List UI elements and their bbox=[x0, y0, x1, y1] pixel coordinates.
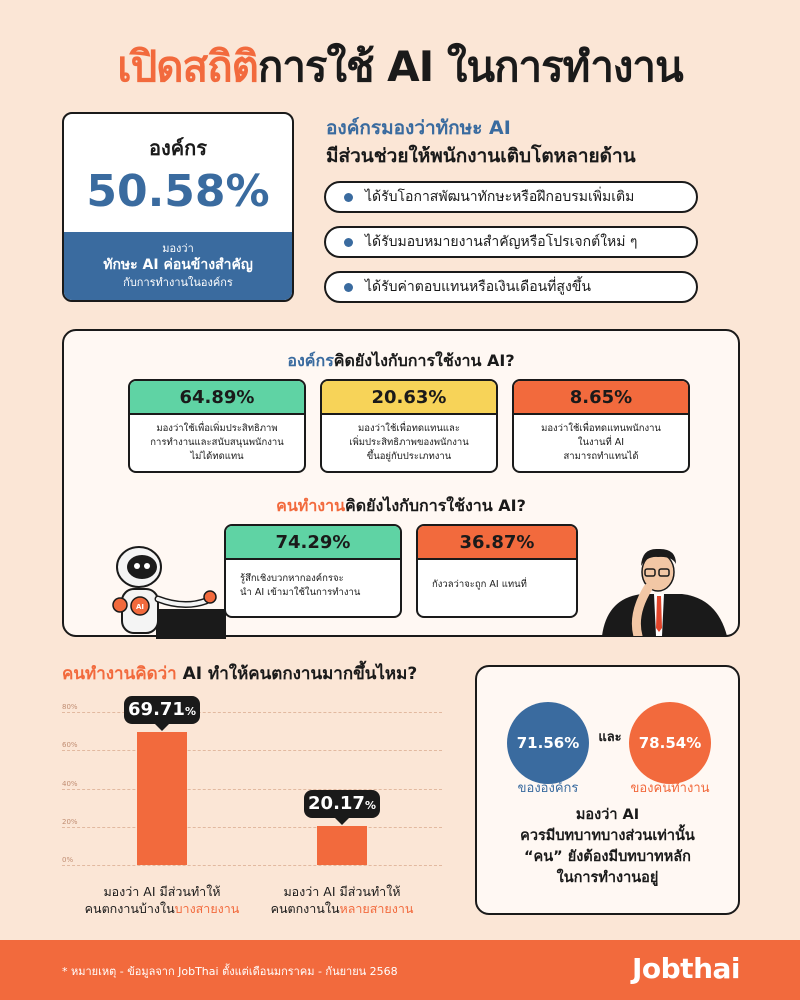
growth-item: ได้รับโอกาสพัฒนาทักษะหรือฝึกอบรมเพิ่มเติ… bbox=[324, 181, 698, 213]
org-stat-text: การทำงานและสนับสนุนพนักงาน bbox=[150, 437, 284, 448]
org-stat-text: มองว่าใช้เพื่อเพิ่มประสิทธิภาพ bbox=[156, 423, 278, 434]
bar-value-number: 20.17 bbox=[308, 793, 365, 815]
org-card-label: องค์กร bbox=[148, 136, 207, 160]
emp-stat-value: 74.29% bbox=[226, 526, 400, 560]
x-category-line: มองว่า AI มีส่วนทำให้ bbox=[103, 884, 221, 899]
role-compare-line: ในการทำงานอยู่ bbox=[556, 870, 659, 886]
emp-stat-card: 74.29% รู้สึกเชิงบวกหากองค์กรจะ นำ AI เข… bbox=[224, 524, 402, 618]
jobthai-logo: Jobthai bbox=[631, 952, 741, 985]
bar-value-unit: % bbox=[364, 799, 376, 813]
grid-line bbox=[62, 712, 442, 713]
org-stat-text: ไม่ได้ทดแทน bbox=[190, 451, 244, 462]
growth-heading: องค์กรมองว่าทักษะ AI มีส่วนช่วยให้พนักงา… bbox=[326, 114, 636, 170]
org-percent-circle: 71.56% bbox=[507, 702, 589, 784]
x-category-text: คนตกงานบ้างใน bbox=[84, 901, 175, 916]
emp-stat-text: นำ AI เข้ามาใช้ในการทำงาน bbox=[240, 587, 361, 598]
org-think-title: องค์กรคิดยังไงกับการใช้งาน AI? bbox=[64, 349, 738, 374]
org-stat-text: มองว่าใช้เพื่อทดแทนและ bbox=[358, 423, 460, 434]
y-tick-label: 60% bbox=[62, 741, 78, 750]
x-category-line: มองว่า AI มีส่วนทำให้ bbox=[283, 884, 401, 899]
footer-note: * หมายเหตุ - ข้อมูลจาก JobThai ตั้งแต่เด… bbox=[62, 965, 398, 978]
y-tick-label: 80% bbox=[62, 703, 78, 711]
bar-value-label: 69.71% bbox=[124, 695, 200, 731]
growth-heading-line2: มีส่วนช่วยให้พนักงานเติบโตหลายด้าน bbox=[326, 145, 636, 167]
x-category-label: มองว่า AI มีส่วนทำให้ คนตกงานบ้างในบางสาย… bbox=[72, 883, 252, 917]
bar-value-unit: % bbox=[184, 704, 196, 718]
y-tick-label: 0% bbox=[62, 856, 74, 864]
role-compare-line: มองว่า AI bbox=[575, 807, 640, 823]
emp-think-title: คนทำงานคิดยังไงกับการใช้งาน AI? bbox=[64, 494, 738, 519]
org-stat-text: มองว่าใช้เพื่อทดแทนพนักงาน bbox=[541, 423, 661, 434]
x-category-highlight: บางสายงาน bbox=[174, 901, 240, 916]
unemployment-question-accent: คนทำงานคิดว่า bbox=[62, 664, 177, 684]
org-card-line2: ทักษะ AI ค่อนข้างสำคัญ bbox=[103, 257, 253, 273]
x-category-line: คนตกงานในหลายสายงาน bbox=[252, 900, 432, 917]
org-stat-text: สามารถทำแทนได้ bbox=[563, 451, 639, 462]
bar bbox=[317, 826, 367, 865]
ai-opinion-panel: องค์กรคิดยังไงกับการใช้งาน AI? 64.89% มอ… bbox=[62, 329, 740, 639]
org-think-title-rest: คิดยังไงกับการใช้งาน AI? bbox=[333, 351, 515, 370]
unemployment-question-rest: AI ทำให้คนตกงานมากขึ้นไหม? bbox=[176, 664, 418, 684]
role-compare-panel: 71.56% และ 78.54% ขององค์กร ของคนทำงาน ม… bbox=[475, 665, 740, 915]
x-category-text: คนตกงานใน bbox=[270, 901, 340, 916]
org-skill-card: องค์กร 50.58% มองว่า ทักษะ AI ค่อนข้างสำ… bbox=[62, 112, 294, 302]
org-stat-card: 20.63% มองว่าใช้เพื่อทดแทนและ เพิ่มประสิ… bbox=[320, 379, 498, 473]
bar bbox=[137, 731, 187, 865]
emp-stat-card: 36.87% กังวลว่าจะถูก AI แทนที่ bbox=[416, 524, 578, 618]
org-stat-text: ในงานที่ AI bbox=[577, 437, 625, 448]
org-stat-text: ขึ้นอยู่กับประเภทงาน bbox=[366, 451, 452, 462]
emp-stat-text: รู้สึกเชิงบวกหากองค์กรจะ bbox=[240, 573, 344, 584]
grid-line bbox=[62, 865, 442, 866]
emp-stat-value: 36.87% bbox=[418, 526, 576, 560]
thinking-man-illustration bbox=[602, 548, 727, 636]
org-card-line3: กับการทำงานในองค์กร bbox=[123, 276, 233, 289]
footer: * หมายเหตุ - ข้อมูลจาก JobThai ตั้งแต่เด… bbox=[0, 940, 800, 1000]
org-think-title-accent: องค์กร bbox=[287, 351, 334, 370]
x-category-line: คนตกงานบ้างในบางสายงาน bbox=[72, 900, 252, 917]
y-tick-label: 20% bbox=[62, 817, 78, 826]
org-stat-value: 64.89% bbox=[130, 381, 304, 415]
bar-value-label: 20.17% bbox=[304, 790, 380, 826]
role-compare-line: “คน” ยังต้องมีบทบาทหลัก bbox=[524, 849, 691, 865]
bar-value-number: 69.71 bbox=[128, 698, 185, 720]
compare-and-text: และ bbox=[598, 730, 622, 745]
x-category-highlight: หลายสายงาน bbox=[339, 901, 414, 916]
growth-item-text: ได้รับโอกาสพัฒนาทักษะหรือฝึกอบรมเพิ่มเติ… bbox=[365, 189, 635, 205]
org-stat-value: 20.63% bbox=[322, 381, 496, 415]
org-stat-text: เพิ่มประสิทธิภาพของพนักงาน bbox=[349, 437, 469, 448]
bullet-dot-icon bbox=[344, 192, 353, 202]
worker-percent-circle: 78.54% bbox=[629, 702, 711, 784]
x-category-label: มองว่า AI มีส่วนทำให้ คนตกงานในหลายสายงาน bbox=[252, 883, 432, 917]
emp-stat-text: กังวลว่าจะถูก AI แทนที่ bbox=[432, 579, 527, 590]
growth-heading-line1: องค์กรมองว่าทักษะ AI bbox=[326, 117, 511, 139]
org-stat-card: 8.65% มองว่าใช้เพื่อทดแทนพนักงาน ในงานที… bbox=[512, 379, 690, 473]
role-compare-text: มองว่า AI ควรมีบทบาทบางส่วนเท่านั้น “คน”… bbox=[477, 805, 738, 889]
title-accent: เปิดสถิติ bbox=[117, 42, 259, 91]
unemployment-bar-chart: 0% 20% 40% 60% 80% 69.71% มองว่า AI มีส่วนทำให… bbox=[62, 695, 462, 930]
emp-think-title-rest: คิดยังไงกับการใช้งาน AI? bbox=[345, 496, 526, 515]
org-card-value: 50.58% bbox=[86, 166, 270, 217]
unemployment-question: คนทำงานคิดว่า AI ทำให้คนตกงานมากขึ้นไหม? bbox=[62, 660, 417, 687]
grid-line bbox=[62, 826, 442, 828]
bullet-dot-icon bbox=[344, 282, 353, 292]
grid-line bbox=[62, 750, 442, 752]
robot-badge: AI bbox=[136, 603, 144, 611]
growth-item: ได้รับมอบหมายงานสำคัญหรือโปรเจกต์ใหม่ ๆ bbox=[324, 226, 698, 258]
y-tick-label: 40% bbox=[62, 779, 78, 788]
org-caption: ขององค์กร bbox=[517, 781, 579, 796]
role-compare-line: ควรมีบทบาทบางส่วนเท่านั้น bbox=[520, 828, 695, 844]
worker-caption: ของคนทำงาน bbox=[630, 781, 710, 796]
grid-line bbox=[62, 788, 442, 790]
growth-item-text: ได้รับค่าตอบแทนหรือเงินเดือนที่สูงขึ้น bbox=[365, 279, 591, 295]
emp-think-title-accent: คนทำงาน bbox=[276, 496, 346, 515]
title-rest: การใช้ AI ในการทำงาน bbox=[257, 42, 684, 91]
bullet-dot-icon bbox=[344, 237, 353, 247]
growth-item: ได้รับค่าตอบแทนหรือเงินเดือนที่สูงขึ้น bbox=[324, 271, 698, 303]
page-title: เปิดสถิติการใช้ AI ในการทำงาน bbox=[0, 34, 800, 100]
org-stat-card: 64.89% มองว่าใช้เพื่อเพิ่มประสิทธิภาพ กา… bbox=[128, 379, 306, 473]
growth-item-text: ได้รับมอบหมายงานสำคัญหรือโปรเจกต์ใหม่ ๆ bbox=[365, 234, 638, 250]
org-card-line1: มองว่า bbox=[162, 242, 194, 255]
robot-illustration: AI bbox=[112, 546, 226, 639]
org-stat-value: 8.65% bbox=[514, 381, 688, 415]
